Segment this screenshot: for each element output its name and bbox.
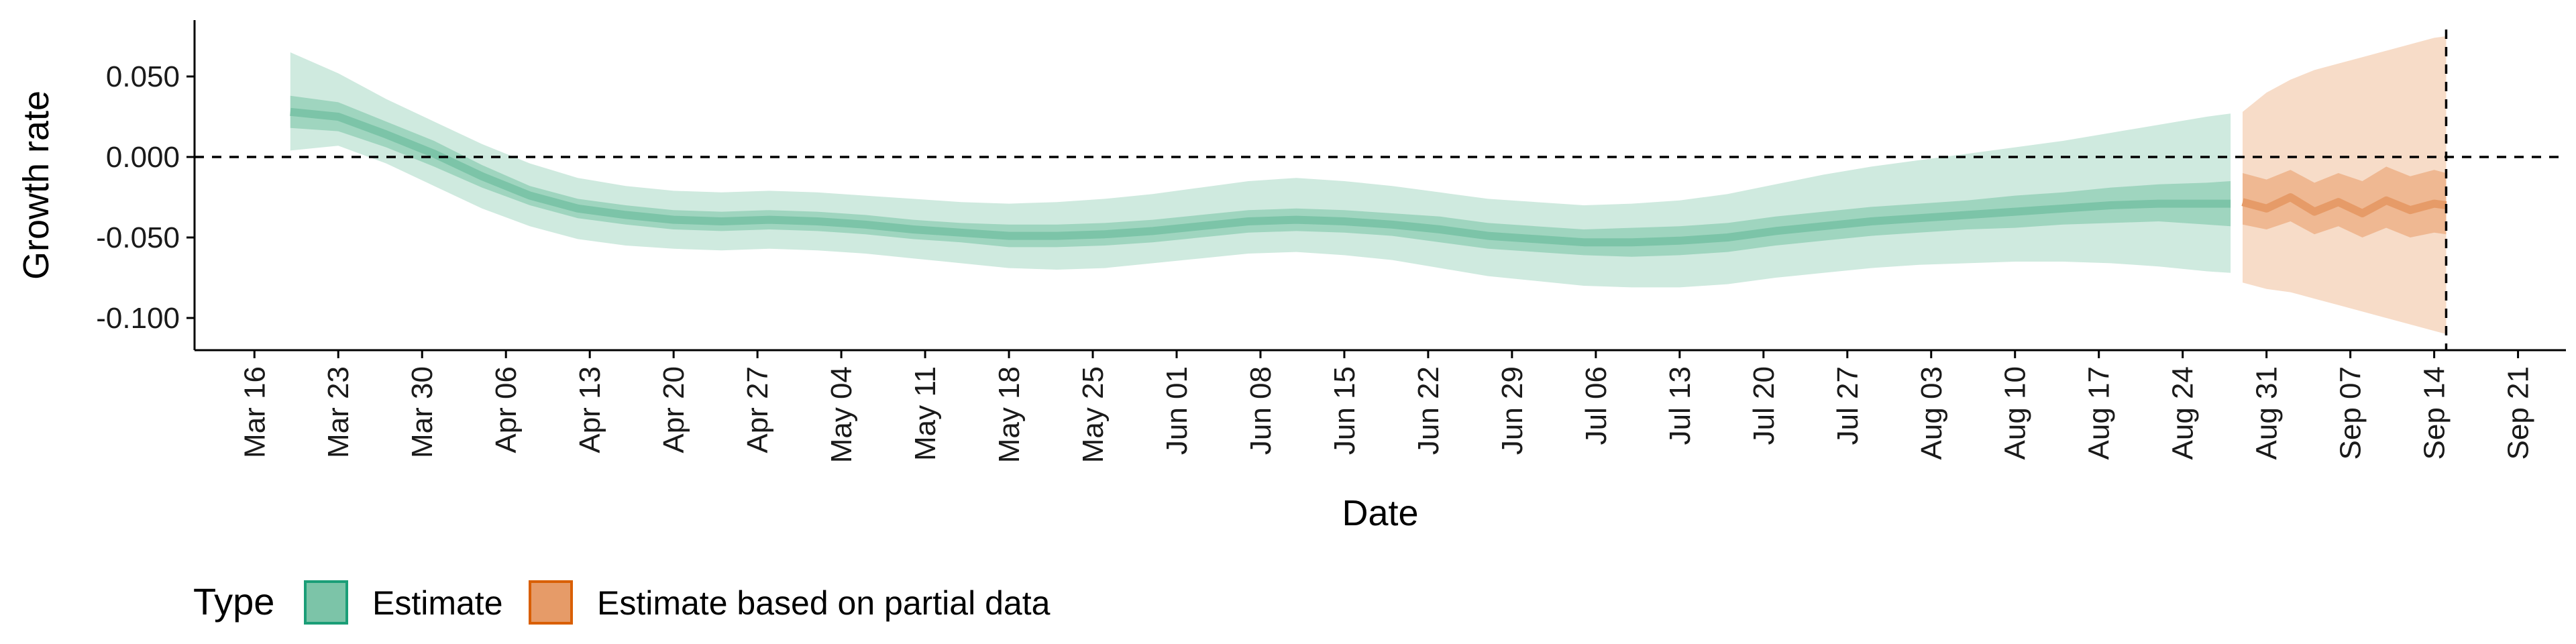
reference-lines — [195, 30, 2566, 350]
x-tick-label: May 04 — [825, 366, 858, 463]
estimate-median-line — [290, 107, 2231, 247]
x-tick-label: Jul 06 — [1580, 366, 1613, 445]
x-tick-label: Jul 13 — [1664, 366, 1697, 445]
x-tick-label: May 25 — [1077, 366, 1110, 463]
x-tick-label: Apr 13 — [574, 366, 606, 453]
x-tick-label: Apr 27 — [741, 366, 774, 453]
x-tick-labels: Mar 16 Mar 23 Mar 30 Apr 06 Apr 13 Apr 20 Apr … — [238, 350, 2535, 463]
x-tick-label: Aug 17 — [2083, 366, 2116, 460]
x-tick-label: Mar 30 — [406, 366, 439, 458]
x-tick-label: Sep 21 — [2502, 366, 2535, 460]
x-tick-label: Jun 29 — [1496, 366, 1529, 455]
x-tick-label: May 18 — [993, 366, 1026, 463]
y-axis-title: Growth rate — [16, 91, 56, 280]
x-axis-title: Date — [1342, 493, 1418, 533]
x-tick-label: Jun 01 — [1161, 366, 1193, 455]
band-layer — [290, 36, 2447, 334]
x-tick-label: Aug 10 — [1999, 366, 2032, 460]
x-tick-label: Jun 08 — [1244, 366, 1277, 455]
estimate-outer-band — [290, 52, 2231, 288]
y-tick-label: 0.000 — [106, 141, 180, 174]
x-tick-label: Mar 16 — [238, 366, 271, 458]
legend-title: Type — [193, 580, 274, 623]
legend-swatch-partial-data — [529, 580, 573, 625]
legend-label-partial-data: Estimate based on partial data — [597, 584, 1051, 622]
y-tick-labels: 0.050 0.000 -0.050 -0.100 — [96, 60, 195, 335]
x-tick-label: Aug 24 — [2167, 366, 2200, 460]
y-tick-label: -0.050 — [96, 221, 180, 254]
x-tick-label: Mar 23 — [322, 366, 355, 458]
x-tick-label: Jun 22 — [1412, 366, 1445, 455]
x-tick-label: Aug 03 — [1915, 366, 1948, 460]
partial-data-median-line — [2241, 193, 2447, 217]
y-tick-label: 0.050 — [106, 60, 180, 93]
x-tick-label: Jul 20 — [1748, 366, 1780, 445]
x-tick-label: Jul 27 — [1831, 366, 1864, 445]
x-tick-label: Apr 06 — [490, 366, 523, 453]
x-tick-label: Jun 15 — [1328, 366, 1361, 455]
legend: Type Estimate Estimate based on partial … — [193, 580, 1051, 625]
x-tick-label: Sep 14 — [2418, 366, 2451, 460]
x-tick-label: Aug 31 — [2251, 366, 2284, 460]
x-tick-label: May 11 — [909, 366, 942, 461]
x-tick-label: Sep 07 — [2334, 366, 2367, 460]
legend-label-estimate: Estimate — [372, 584, 503, 622]
legend-swatch-estimate — [304, 580, 348, 625]
y-tick-label: -0.100 — [96, 302, 180, 335]
x-tick-label: Apr 20 — [657, 366, 690, 453]
